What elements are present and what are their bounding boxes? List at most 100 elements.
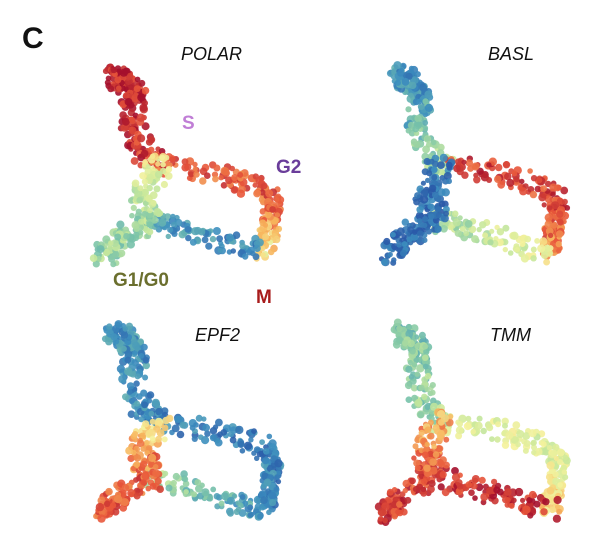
phase-label-g2: G2	[276, 157, 302, 178]
cell-point	[160, 180, 168, 189]
cell-point	[132, 350, 138, 356]
cell-point	[437, 161, 445, 170]
cell-point	[519, 241, 526, 247]
cell-point	[151, 398, 160, 407]
cell-point	[416, 218, 423, 224]
cell-point	[504, 497, 511, 504]
phase-label-m: M	[256, 287, 272, 308]
cell-point	[221, 167, 230, 176]
cell-point	[442, 461, 450, 469]
cell-point	[198, 434, 204, 441]
scatter-panel-basl	[378, 61, 571, 267]
cell-point	[96, 245, 105, 254]
cell-point	[514, 487, 524, 497]
cell-point	[420, 486, 427, 493]
cell-point	[140, 343, 148, 351]
cell-point	[266, 509, 272, 516]
cell-point	[537, 244, 546, 253]
cell-point	[401, 78, 410, 86]
cell-point	[544, 213, 553, 222]
cell-point	[138, 218, 145, 225]
cell-point	[417, 411, 425, 419]
cell-point	[553, 495, 562, 505]
cell-point	[476, 226, 482, 233]
cell-point	[471, 475, 480, 483]
cell-point	[231, 174, 239, 182]
cell-point	[152, 464, 159, 470]
cell-point	[146, 391, 155, 399]
cell-point	[522, 432, 531, 440]
cell-point	[510, 231, 519, 240]
cell-point	[511, 497, 517, 504]
cell-point	[209, 235, 217, 243]
cell-point	[414, 464, 421, 471]
panel-title-polar: POLAR	[181, 44, 243, 64]
cell-point	[209, 434, 217, 442]
cell-point	[126, 72, 134, 80]
cell-point	[138, 353, 145, 359]
cell-point	[396, 325, 403, 332]
cell-point	[136, 393, 143, 400]
cell-point	[506, 178, 515, 187]
cell-point	[149, 435, 156, 442]
cell-point	[482, 232, 489, 239]
cell-point	[556, 210, 564, 218]
cell-point	[544, 180, 552, 188]
cell-point	[227, 509, 234, 517]
cell-point	[413, 357, 420, 364]
cell-point	[443, 205, 450, 213]
cell-point	[429, 466, 438, 475]
cell-point	[142, 374, 149, 381]
cell-point	[201, 236, 209, 244]
cell-point	[149, 191, 158, 200]
cell-point	[193, 171, 200, 178]
cell-point	[139, 432, 147, 440]
cell-point	[424, 426, 432, 434]
cell-point	[538, 193, 547, 202]
cell-point	[434, 225, 442, 233]
cell-point	[427, 203, 434, 210]
cell-point	[155, 435, 163, 443]
cell-point	[133, 492, 141, 500]
cell-point	[455, 158, 462, 166]
cell-point	[494, 436, 501, 443]
cell-point	[465, 415, 472, 422]
cell-point	[165, 233, 171, 240]
cell-point	[396, 227, 405, 236]
cell-point	[269, 443, 277, 451]
cell-point	[155, 161, 161, 167]
cell-point	[393, 318, 402, 327]
cell-point	[112, 508, 120, 516]
cell-point	[116, 364, 125, 373]
cell-point	[494, 175, 502, 183]
cell-point	[556, 508, 563, 515]
cell-point	[391, 257, 397, 263]
cell-point	[405, 365, 413, 373]
cell-point	[136, 197, 143, 204]
cell-point	[239, 494, 246, 500]
cell-point	[204, 430, 211, 437]
cell-point	[395, 336, 404, 344]
cell-point	[446, 165, 453, 171]
cell-point	[443, 436, 450, 443]
cell-point	[184, 226, 192, 233]
cell-point	[102, 235, 111, 244]
cell-point	[112, 251, 120, 258]
cell-point	[489, 228, 495, 234]
cell-point	[387, 251, 393, 258]
cell-point	[136, 113, 146, 122]
cell-point	[405, 396, 413, 404]
cell-point	[543, 258, 550, 266]
cell-point	[414, 371, 420, 377]
cell-point	[183, 489, 189, 495]
cell-point	[259, 439, 265, 445]
cell-point	[145, 429, 154, 438]
cell-point	[422, 216, 429, 222]
cell-point	[550, 191, 556, 197]
cell-point	[205, 242, 213, 250]
cell-point	[545, 473, 553, 481]
cell-point	[556, 197, 564, 205]
cell-point	[128, 197, 135, 204]
phase-label-s: S	[182, 113, 195, 134]
cell-point	[258, 196, 266, 203]
